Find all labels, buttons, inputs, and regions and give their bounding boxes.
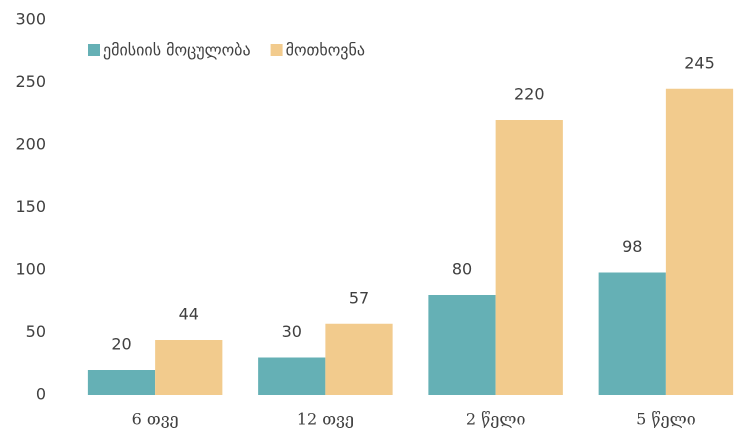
x-tick-label: 2 წელი [466, 410, 526, 429]
value-label: 80 [452, 260, 472, 279]
legend-swatch [270, 44, 283, 56]
x-tick-label: 12 თვე [297, 410, 354, 429]
bar [155, 340, 223, 395]
value-label: 44 [179, 305, 199, 324]
y-tick-label: 300 [15, 10, 46, 29]
y-tick-label: 150 [15, 197, 46, 216]
bar [325, 323, 393, 395]
y-tick-label: 250 [15, 72, 46, 91]
x-tick-label: 5 წელი [636, 410, 696, 429]
value-label: 30 [282, 322, 302, 341]
value-label: 98 [622, 237, 642, 256]
value-label: 57 [349, 288, 369, 307]
bar [495, 120, 563, 395]
x-tick-label: 6 თვე [132, 410, 179, 429]
y-tick-label: 100 [15, 260, 46, 279]
legend-swatch [88, 44, 100, 56]
value-label: 20 [111, 335, 131, 354]
bar [665, 88, 734, 395]
value-label: 220 [514, 85, 545, 104]
y-tick-label: 50 [26, 322, 46, 341]
bar [428, 295, 496, 395]
y-tick-label: 200 [15, 135, 46, 154]
bar [598, 272, 666, 395]
value-label: 245 [684, 53, 715, 72]
bar [87, 370, 156, 395]
bar [258, 357, 326, 395]
legend-label: მოთხოვნა [286, 41, 365, 60]
y-tick-label: 0 [36, 385, 46, 404]
legend-label: ემისიის მოცულობა [103, 41, 251, 60]
